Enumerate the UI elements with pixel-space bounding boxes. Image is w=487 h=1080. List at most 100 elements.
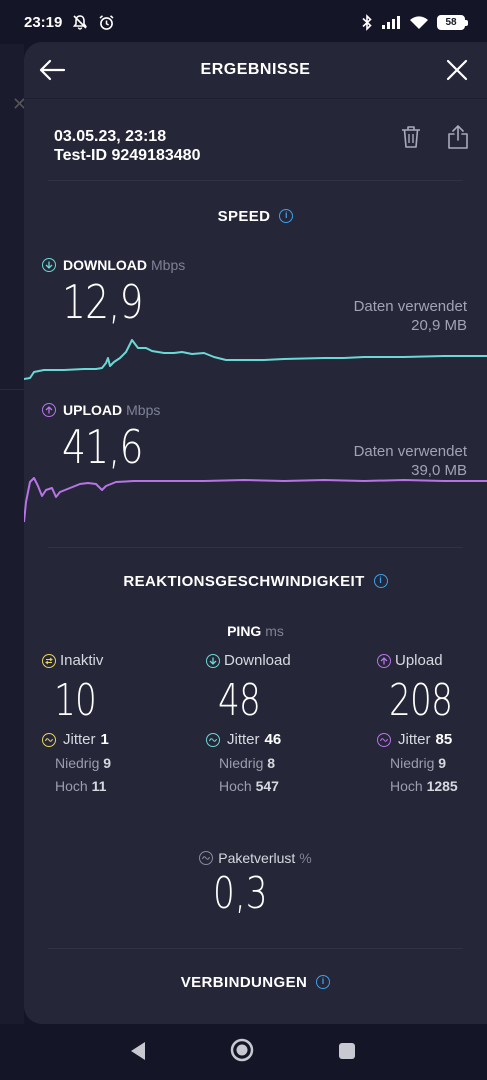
upload-ping-icon	[377, 653, 391, 668]
idle-low-value: 9	[103, 755, 112, 771]
download-ping-icon	[206, 653, 220, 668]
idle-jitter-label: Jitter	[63, 731, 96, 748]
download-data-value: 20,9 MB	[411, 317, 467, 334]
upload-unit: Mbps	[126, 402, 161, 418]
header-divider	[24, 98, 487, 99]
connections-section-title: VERBINDUNGEN i	[24, 973, 487, 991]
upload-low-label: Niedrig	[390, 755, 435, 771]
upload-value: 41,6	[62, 420, 144, 474]
reaction-divider	[48, 948, 463, 949]
meta-divider	[48, 180, 463, 181]
idle-high-label: Hoch	[55, 778, 88, 794]
upload-data-label: Daten verwendet	[353, 443, 467, 460]
test-id: Test-ID 9249183480	[54, 147, 201, 164]
arrow-left-icon	[39, 59, 66, 81]
nav-back-button[interactable]	[128, 1040, 148, 1067]
download-arrow-icon	[42, 258, 56, 272]
speed-title-label: SPEED	[217, 207, 271, 225]
status-bar: 23:19 58	[0, 0, 487, 44]
page-title: ERGEBNISSE	[200, 61, 311, 78]
upload-data-used: Daten verwendet 39,0 MB	[354, 442, 467, 480]
ping-unit: ms	[265, 623, 284, 639]
packet-loss-header: Paketverlust %	[24, 850, 487, 866]
results-sheet: ERGEBNISSE 03.05.23, 23:18 Test-ID 92491…	[24, 42, 487, 1024]
speed-section-title: SPEED i	[24, 207, 487, 225]
test-meta: 03.05.23, 23:18 Test-ID 9249183480	[54, 127, 200, 165]
ping-upload-column: Upload 208 Jitter 85 Niedrig 9 Hoch 1285	[377, 652, 470, 794]
speed-info-icon[interactable]: i	[279, 209, 294, 224]
download-jitter-icon	[206, 732, 220, 747]
background-divider	[0, 389, 24, 390]
background-page: ✕	[0, 44, 28, 1024]
idle-icon	[42, 653, 56, 668]
battery-icon: 58	[437, 14, 468, 30]
upload-data-value: 39,0 MB	[411, 462, 467, 479]
back-button[interactable]	[38, 58, 66, 82]
alarm-icon	[98, 14, 115, 31]
download-ping-label: Download	[224, 652, 291, 669]
close-button[interactable]	[445, 58, 469, 82]
nav-home-button[interactable]	[230, 1038, 254, 1067]
ping-download-column: Download 48 Jitter 46 Niedrig 8 Hoch 547	[206, 652, 291, 794]
share-icon	[448, 125, 468, 149]
download-ping-value: 48	[218, 675, 261, 726]
upload-header: UPLOAD Mbps	[42, 402, 160, 418]
download-high-label: Hoch	[219, 778, 252, 794]
connections-title-label: VERBINDUNGEN	[180, 973, 308, 991]
download-low-label: Niedrig	[219, 755, 264, 771]
speed-divider	[48, 547, 463, 548]
download-label: DOWNLOAD	[63, 257, 147, 273]
download-data-used: Daten verwendet 20,9 MB	[354, 297, 467, 335]
signal-icon	[381, 15, 401, 30]
idle-ping-value: 10	[54, 675, 97, 726]
bluetooth-icon	[361, 13, 373, 31]
upload-jitter-value: 85	[435, 731, 453, 748]
trash-icon	[402, 126, 420, 148]
upload-arrow-icon	[42, 403, 56, 417]
idle-low-label: Niedrig	[55, 755, 100, 771]
bell-off-icon	[72, 14, 88, 30]
download-jitter-label: Jitter	[227, 731, 260, 748]
ping-idle-column: Inaktiv 10 Jitter 1 Niedrig 9 Hoch 11	[42, 652, 111, 794]
ping-label: PING ms	[24, 623, 487, 639]
reaction-info-icon[interactable]: i	[373, 574, 388, 589]
nav-home-icon	[230, 1038, 254, 1062]
idle-jitter-icon	[42, 732, 56, 747]
download-data-label: Daten verwendet	[353, 298, 467, 315]
background-close-icon: ✕	[12, 94, 28, 114]
packet-loss-label: Paketverlust	[218, 850, 296, 866]
sheet-header: ERGEBNISSE	[24, 42, 487, 98]
download-value: 12,9	[62, 275, 144, 329]
ping-label-text: PING	[227, 623, 262, 639]
download-jitter-value: 46	[264, 731, 282, 748]
nav-back-icon	[131, 1042, 145, 1060]
download-high-value: 547	[255, 778, 279, 794]
reaction-section-title: REAKTIONSGESCHWINDIGKEIT i	[24, 572, 487, 590]
upload-speed-graph	[24, 477, 487, 523]
nav-recents-icon	[339, 1043, 355, 1059]
upload-jitter-label: Jitter	[398, 731, 431, 748]
upload-low-value: 9	[438, 755, 447, 771]
upload-high-value: 1285	[426, 778, 458, 794]
idle-jitter-value: 1	[100, 731, 109, 748]
nav-recents-button[interactable]	[338, 1042, 356, 1065]
download-speed-graph	[24, 339, 487, 380]
wifi-icon	[409, 15, 429, 30]
upload-label: UPLOAD	[63, 402, 123, 418]
test-datetime: 03.05.23, 23:18	[54, 128, 167, 145]
upload-jitter-icon	[377, 732, 391, 747]
upload-ping-value: 208	[389, 675, 453, 726]
reaction-title-label: REAKTIONSGESCHWINDIGKEIT	[123, 572, 365, 590]
idle-high-value: 11	[91, 778, 107, 794]
packet-loss-unit: %	[299, 850, 312, 866]
share-button[interactable]	[447, 124, 469, 150]
delete-button[interactable]	[400, 125, 422, 149]
connections-info-icon[interactable]: i	[316, 975, 331, 990]
packet-loss-value: 0,3	[213, 868, 268, 919]
close-icon	[446, 59, 468, 81]
idle-label: Inaktiv	[60, 652, 104, 669]
upload-ping-label: Upload	[395, 652, 443, 669]
download-header: DOWNLOAD Mbps	[42, 257, 185, 273]
download-unit: Mbps	[151, 257, 186, 273]
status-time: 23:19	[24, 13, 63, 31]
